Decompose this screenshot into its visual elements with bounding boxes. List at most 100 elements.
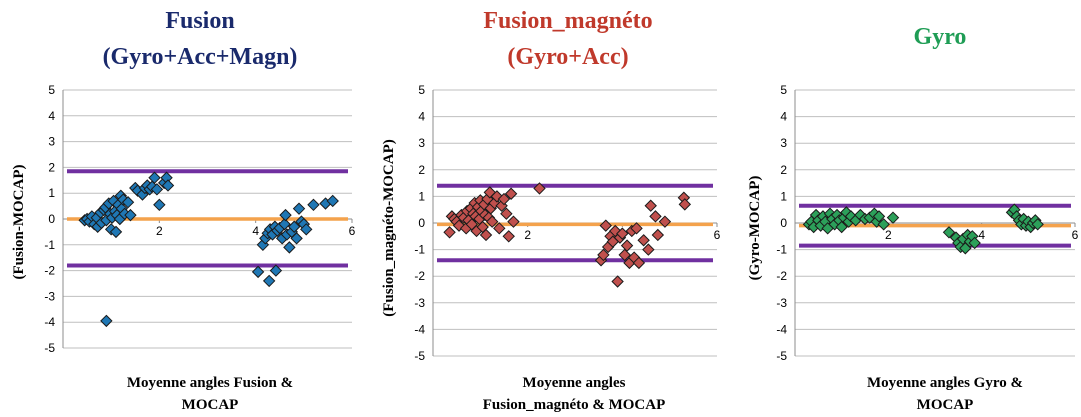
data-point [497,192,511,206]
data-point [443,226,456,239]
data-point [618,248,631,262]
data-point [290,232,303,245]
x-axis-label-line-2: MOCAP [917,397,974,413]
data-point [872,210,886,223]
data-point [307,198,320,212]
y-tick-label: 3 [418,136,425,150]
data-point [278,217,291,231]
y-tick-label: 0 [48,212,55,226]
y-tick-label: 5 [780,83,787,97]
data-point [124,208,137,222]
data-point [611,275,624,288]
x-tick-label: 6 [1072,228,1079,242]
x-tick-label: 2 [885,228,892,242]
data-point [968,236,981,250]
y-tick-label: -1 [776,243,787,257]
data-point [283,241,296,254]
y-tick-label: 3 [780,136,787,150]
y-tick-label: 4 [780,110,787,124]
data-point [502,230,515,243]
data-point [678,198,692,211]
x-axis-label-line-1: Moyenne angles Gyro & [867,375,1023,391]
chart-panel-3: Gyro 5 4 3 2 1 0 -1 -2 -3 -4 -5 2 4 6 (Gyro-MOCAP) Moyen… [747,24,1079,413]
data-point [292,202,306,215]
data-point [597,248,610,262]
x-tick-label: 6 [349,224,356,238]
data-point [649,210,662,223]
y-tick-label: 2 [780,163,787,177]
x-tick-label: 4 [252,224,259,238]
y-tick-label: 0 [418,216,425,230]
y-tick-label: -4 [44,315,55,329]
data-point [153,198,166,212]
y-tick-label: -2 [414,269,425,283]
data-point [504,187,518,200]
data-point [616,227,629,240]
y-tick-label: -1 [414,243,425,257]
y-axis-label: (Fusion-MOCAP) [11,165,27,280]
x-tick-label: 2 [156,224,163,238]
y-tick-label: -5 [776,349,787,363]
y-tick-label: -3 [776,296,787,310]
y-tick-label: -5 [44,341,55,355]
data-point [658,215,672,228]
data-point [161,179,175,192]
x-tick-label: 4 [978,228,985,242]
y-tick-label: 1 [48,186,55,200]
y-axis-label: (Gyro-MOCAP) [747,176,763,281]
y-tick-label: -1 [44,238,55,252]
data-point [533,182,546,195]
chart-title-line-2: (Gyro+Acc+Magn) [103,44,298,70]
y-tick-label: 1 [418,189,425,203]
chart-panel-2: Fusion_magnéto (Gyro+Acc) 5 4 3 2 1 0 -1 -2 -3 -4 -5… [381,8,721,413]
data-point [479,228,493,242]
chart-panel-1: Fusion (Gyro+Acc+Magn) 5 4 3 2 1 0 -1 -2 -3 -4 -5 2 4 6… [11,8,356,413]
data-point [507,215,520,228]
data-point [630,222,643,235]
data-point [642,243,655,256]
data-point [485,215,499,228]
y-tick-label: -5 [414,349,425,363]
data-point [121,196,135,209]
data-point [1031,218,1044,231]
x-axis-label-line-2: Fusion_magnéto & MOCAP [483,397,666,413]
y-tick-label: 1 [780,189,787,203]
y-tick-label: 5 [48,83,55,97]
y-tick-label: 4 [48,109,55,123]
data-point [287,220,301,233]
x-axis-label-line-1: Moyenne angles [523,375,626,391]
data-point [620,239,634,252]
data-point [644,199,657,212]
y-tick-label: -2 [44,264,55,278]
x-tick-label: 6 [714,228,721,242]
data-point [109,225,123,239]
chart-title-line-1: Fusion_magnéto [483,8,652,34]
x-tick-label: 2 [524,228,531,242]
chart-title-line-2: (Gyro+Acc) [507,44,628,70]
data-point [300,223,313,236]
y-tick-label: 5 [418,83,425,97]
data-point [148,171,161,184]
data-point [269,264,283,277]
y-tick-label: -4 [776,322,787,336]
data-point [886,211,900,224]
data-point [599,219,612,232]
chart-title-line-1: Fusion [165,8,234,34]
y-tick-label: 4 [418,110,425,124]
chart-title-line-1: Gyro [914,24,967,50]
y-tick-label: -3 [414,296,425,310]
data-point [835,220,848,234]
data-point [279,208,292,222]
y-tick-label: -2 [776,269,787,283]
data-point [262,274,276,288]
data-point [942,226,956,239]
y-tick-label: 2 [48,160,55,174]
data-point [326,194,339,208]
data-point [251,265,265,279]
data-point [150,183,164,196]
data-point [500,207,513,220]
y-axis-label: (Fusion_magnéto-MOCAP) [381,139,397,316]
data-point [637,234,650,247]
data-point [493,222,506,235]
